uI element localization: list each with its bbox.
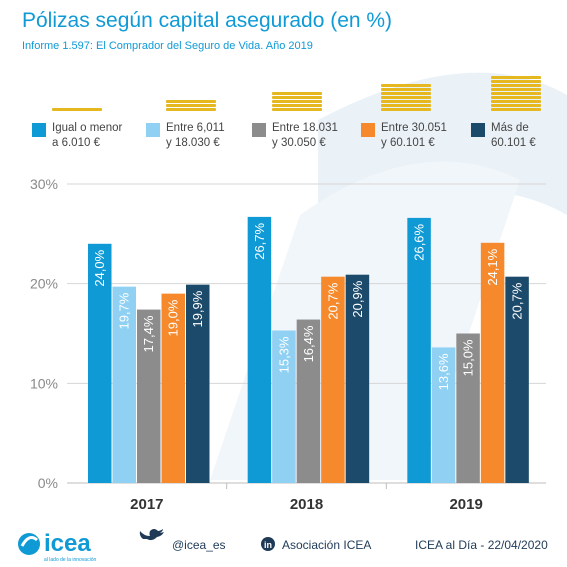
coin-stack xyxy=(491,88,541,91)
coin-stack xyxy=(491,108,541,111)
data-label: 19,9% xyxy=(190,290,205,327)
y-tick-label: 30% xyxy=(30,176,58,192)
footer-date: ICEA al Día - 22/04/2020 xyxy=(415,538,548,552)
legend-label: a 6.010 € xyxy=(52,137,101,149)
bar xyxy=(272,330,296,483)
y-tick-label: 20% xyxy=(30,276,58,292)
x-tick-label: 2018 xyxy=(290,496,323,513)
x-tick-label: 2017 xyxy=(130,496,163,513)
coin-stack xyxy=(166,108,216,111)
page-subtitle: Informe 1.597: El Comprador del Seguro d… xyxy=(22,40,313,52)
data-label: 20,7% xyxy=(325,282,340,319)
data-label: 19,0% xyxy=(166,299,181,336)
bar xyxy=(480,242,505,483)
icea-logo-icon xyxy=(20,536,38,547)
linkedin-name[interactable]: Asociación ICEA xyxy=(282,538,372,552)
legend-swatch xyxy=(361,123,375,137)
coin-stack xyxy=(491,96,541,99)
coin-stack xyxy=(381,88,431,91)
legend-swatch xyxy=(32,123,46,137)
bar xyxy=(431,347,456,483)
coin-stack xyxy=(272,92,322,95)
icea-logo: icea xyxy=(44,530,91,557)
twitter-icon xyxy=(139,529,164,541)
data-label: 15,0% xyxy=(461,339,476,376)
legend-label: y 60.101 € xyxy=(381,137,435,149)
bar xyxy=(88,243,112,483)
coin-stack xyxy=(381,84,431,87)
linkedin-icon xyxy=(261,537,275,551)
legend-label: 60.101 € xyxy=(491,137,536,149)
x-tick-label: 2019 xyxy=(449,496,482,513)
data-label: 15,3% xyxy=(276,336,291,373)
page-title: Pólizas según capital asegurado (en %) xyxy=(22,9,393,32)
bar xyxy=(247,216,272,483)
legend-swatch xyxy=(252,123,266,137)
bar xyxy=(456,333,480,483)
bar xyxy=(161,293,185,483)
data-label: 24,1% xyxy=(485,248,500,285)
coin-stack xyxy=(272,100,322,103)
legend-label: Igual o menor xyxy=(52,122,122,134)
coin-stack xyxy=(166,104,216,107)
bar xyxy=(186,284,210,483)
linkedin-icon: in xyxy=(264,540,272,550)
data-label: 20,9% xyxy=(350,280,365,317)
coin-stack xyxy=(381,96,431,99)
data-label: 26,7% xyxy=(252,222,267,259)
coin-stack xyxy=(381,108,431,111)
legend-label: y 18.030 € xyxy=(166,137,220,149)
legend-swatch xyxy=(471,123,485,137)
legend-label: Más de xyxy=(491,122,529,134)
data-label: 13,6% xyxy=(436,353,451,390)
legend-label: Entre 6,011 xyxy=(166,122,225,134)
icea-logo-icon xyxy=(18,533,40,555)
bar xyxy=(407,217,431,484)
coin-stack xyxy=(272,104,322,107)
coin-stack xyxy=(381,92,431,95)
coin-stack xyxy=(52,108,102,111)
data-label: 17,4% xyxy=(141,315,156,352)
bar xyxy=(321,276,345,483)
y-tick-label: 10% xyxy=(30,375,58,391)
legend-label: Entre 30.051 xyxy=(381,122,447,134)
coin-stack xyxy=(491,80,541,83)
coin-stack xyxy=(166,100,216,103)
coin-stack xyxy=(491,104,541,107)
coin-stack xyxy=(491,92,541,95)
legend-swatch xyxy=(146,123,160,137)
bar xyxy=(112,286,136,483)
coin-stack xyxy=(491,84,541,87)
bar xyxy=(137,309,161,483)
bar xyxy=(345,274,370,483)
data-label: 16,4% xyxy=(301,325,316,362)
coin-stack xyxy=(272,108,322,111)
bar xyxy=(505,276,529,483)
data-label: 20,7% xyxy=(510,282,525,319)
legend-label: Entre 18.031 xyxy=(272,122,338,134)
data-label: 19,7% xyxy=(117,292,132,329)
data-label: 26,6% xyxy=(412,223,427,260)
twitter-handle[interactable]: @icea_es xyxy=(172,538,226,552)
coin-stack xyxy=(491,76,541,79)
bar xyxy=(296,319,321,483)
data-label: 24,0% xyxy=(92,249,107,286)
legend-label: y 30.050 € xyxy=(272,137,326,149)
coin-stack xyxy=(381,100,431,103)
icea-logo-tagline: al lado de la innovación xyxy=(44,557,96,563)
coin-stack xyxy=(491,100,541,103)
y-tick-label: 0% xyxy=(38,475,58,491)
coin-stack xyxy=(272,96,322,99)
coin-stack xyxy=(381,104,431,107)
